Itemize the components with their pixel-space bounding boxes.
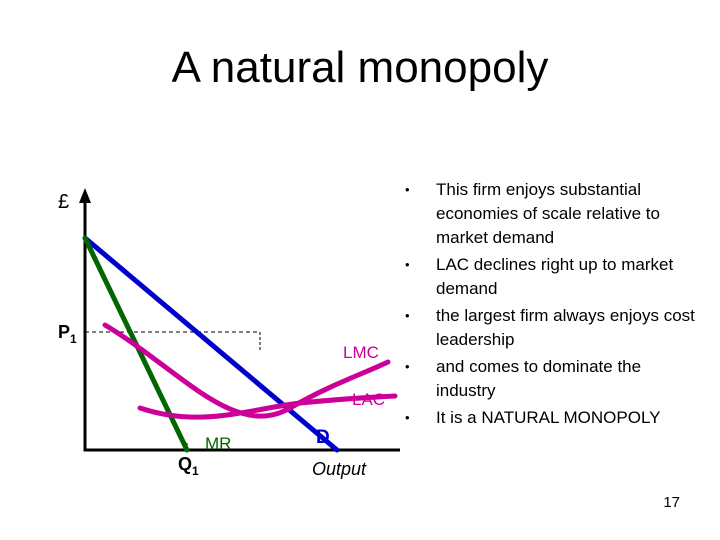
x-axis-label: Output (312, 459, 367, 479)
lac-label: LAC (352, 390, 385, 409)
slide-title: A natural monopoly (171, 43, 549, 92)
quantity-label-subscript: 1 (192, 464, 199, 478)
quantity-label: Q1 (178, 454, 199, 478)
demand-label: D (316, 427, 330, 448)
bullet-item: It is a NATURAL MONOPOLY (405, 406, 705, 430)
axes (83, 200, 400, 452)
bullet-item: LAC declines right up to market demand (405, 253, 705, 301)
mr-label: MR (205, 434, 231, 453)
price-label: P1 (58, 322, 77, 346)
y-axis-arrowhead (79, 188, 91, 203)
lmc-label: LMC (343, 343, 379, 362)
page-number: 17 (663, 494, 680, 511)
lmc-curve (102, 322, 391, 419)
demand-curve (82, 235, 340, 453)
y-axis-label: £ (58, 191, 69, 213)
bullet-item: This firm enjoys substantial economies o… (405, 178, 705, 250)
bullet-item: and comes to dominate the industry (405, 355, 705, 403)
price-label-subscript: 1 (70, 332, 77, 346)
price-label-main: P (58, 322, 70, 342)
quantity-label-main: Q (178, 454, 192, 474)
bullet-list: This firm enjoys substantial economies o… (405, 178, 705, 433)
bullet-item: the largest firm always enjoys cost lead… (405, 304, 705, 352)
